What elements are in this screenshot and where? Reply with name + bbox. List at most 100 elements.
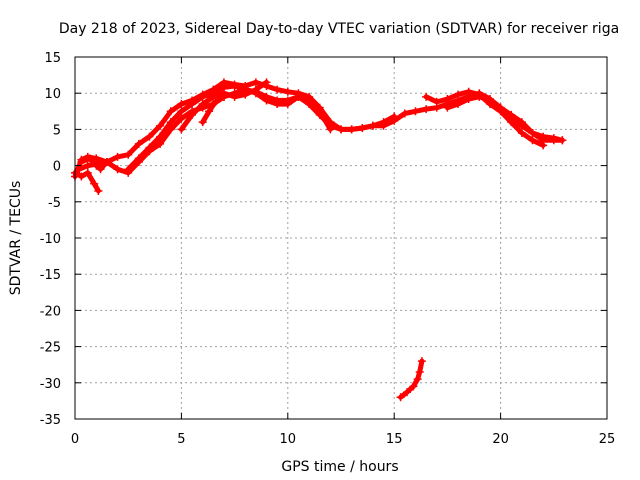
x-tick-label: 20 (492, 432, 509, 447)
data-point (96, 165, 105, 174)
points-track-5 (198, 92, 228, 127)
data-point (156, 121, 165, 130)
y-tick-label: 0 (53, 160, 61, 175)
data-point (77, 172, 86, 181)
data-point (219, 92, 228, 101)
data-point (443, 94, 452, 103)
series-track-1 (72, 79, 565, 179)
data-point (464, 87, 473, 96)
data-point (496, 103, 505, 112)
data-point (549, 134, 558, 143)
data-point (347, 125, 356, 134)
data-point (283, 87, 292, 96)
data-point (273, 85, 282, 94)
y-tick-label: -25 (40, 341, 61, 356)
data-point (379, 118, 388, 127)
data-point (432, 97, 441, 106)
data-point (262, 78, 271, 87)
data-point (83, 161, 92, 170)
data-point (443, 103, 452, 112)
x-tick-label: 25 (599, 432, 616, 447)
series-track-5 (200, 94, 227, 125)
data-point (411, 107, 420, 116)
data-point (251, 85, 260, 94)
y-tick-label: -35 (40, 413, 61, 428)
y-tick-label: -30 (40, 377, 61, 392)
data-point (485, 96, 494, 105)
data-point (415, 367, 424, 376)
data-point (528, 129, 537, 138)
points-track-4 (177, 78, 271, 134)
data-point (558, 136, 567, 145)
points-track-6 (71, 168, 103, 195)
data-point (475, 92, 484, 101)
data-point (337, 125, 345, 134)
data-point (539, 141, 548, 150)
data-point (230, 92, 239, 101)
data-point (283, 96, 292, 105)
data-point (75, 165, 84, 174)
y-tick-label: -5 (48, 196, 61, 211)
y-tick-label: -15 (40, 268, 61, 283)
data-point (417, 357, 426, 366)
data-point (422, 92, 431, 101)
data-point (528, 136, 537, 145)
data-point (294, 92, 303, 101)
data-point (464, 94, 473, 103)
data-point (402, 388, 411, 397)
data-point (166, 118, 175, 127)
data-point (188, 100, 197, 109)
points-track-9 (443, 92, 567, 145)
data-point (83, 168, 92, 177)
data-point (358, 123, 367, 132)
data-point (368, 121, 377, 130)
data-point (230, 81, 239, 90)
points-track-10 (396, 357, 426, 402)
data-point (156, 139, 165, 148)
data-point (305, 100, 314, 109)
points-track-7 (77, 154, 111, 174)
data-point (396, 393, 405, 402)
data-point (198, 100, 207, 109)
data-point (517, 121, 526, 130)
data-point (315, 110, 324, 119)
y-tick-label: 15 (44, 51, 61, 66)
chart-title: Day 218 of 2023, Sidereal Day-to-day VTE… (59, 21, 619, 37)
data-point (273, 96, 282, 105)
points-track-3 (124, 81, 399, 174)
data-point (177, 125, 186, 134)
data-point (262, 92, 271, 101)
data-point (92, 161, 101, 170)
data-point (422, 105, 431, 114)
data-point (90, 179, 99, 188)
data-point (326, 121, 335, 130)
axis-ticks (74, 56, 608, 420)
data-point (400, 109, 409, 118)
data-point (177, 107, 186, 116)
data-point (507, 114, 516, 123)
plot-series (71, 78, 567, 402)
data-point (539, 132, 548, 141)
y-tick-label: 5 (53, 123, 61, 138)
y-axis-title: SDTVAR / TECUs (8, 181, 24, 296)
data-point (209, 92, 218, 101)
data-point (390, 112, 399, 121)
data-point (102, 157, 111, 166)
x-tick-label: 10 (280, 432, 297, 447)
data-point (134, 139, 143, 148)
data-point (113, 165, 122, 174)
y-tick-label: 10 (44, 87, 61, 102)
data-point (454, 90, 463, 99)
data-point (177, 100, 186, 109)
data-point (94, 186, 103, 195)
data-point (251, 78, 260, 87)
data-point (211, 97, 220, 106)
data-point (413, 375, 422, 384)
data-point (124, 165, 133, 174)
y-tick-labels: -35 -30 -25 -20 -15 -10 -5 0 5 10 15 (40, 51, 61, 428)
y-tick-label: -20 (40, 304, 61, 319)
data-point (205, 107, 214, 116)
data-point (198, 118, 207, 127)
x-tick-label: 0 (71, 432, 79, 447)
